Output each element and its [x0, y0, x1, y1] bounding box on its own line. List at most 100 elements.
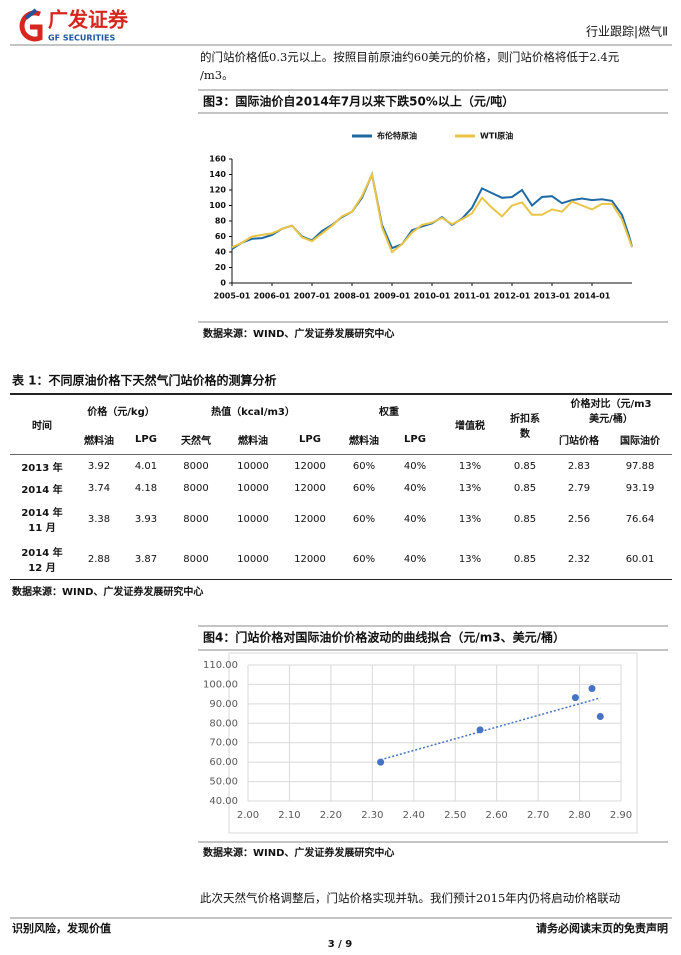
table-cell: 97.88 [625, 460, 655, 472]
logo-subtext: GF SECURITIES [48, 34, 115, 43]
y-tick-label: 100 [209, 201, 226, 210]
x-tick-label: 2008-01 [334, 292, 371, 301]
table-cell: 12000 [294, 482, 326, 494]
section-label: 行业跟踪|燃气Ⅱ [586, 24, 668, 39]
y-tick-label: 20 [215, 263, 227, 272]
paragraph-line: 此次天然气价格调整后，门站价格实现并轨。我们预计2015年内仍将启动价格联动 [200, 891, 620, 905]
table-cell: 0.85 [513, 482, 537, 494]
header-cell: 价格（元/kg） [87, 406, 155, 418]
figure-title: 图3：国际油价自2014年7月以来下跌50%以上（元/吨） [203, 94, 514, 109]
table-cell: 2.88 [87, 553, 111, 565]
x-tick-label: 2005-01 [214, 292, 251, 301]
table-cell: 93.19 [625, 482, 655, 494]
subheader-cell: 燃料油 [84, 436, 114, 447]
series-line [231, 171, 633, 254]
table-cell: 2.79 [567, 482, 591, 494]
table-cell: 10000 [237, 460, 269, 472]
y-tick-label: 60.00 [209, 757, 238, 768]
header-cell: 时间 [32, 421, 52, 432]
table-cell: 10000 [237, 482, 269, 494]
x-tick-label: 2011-01 [454, 292, 491, 301]
table-cell: 12000 [294, 460, 326, 472]
header-cell: 增值税 [455, 421, 485, 432]
table-cell: 0.85 [513, 513, 537, 525]
table-cell: 40% [403, 553, 427, 565]
footer-left: 识别风险，发现价值 [12, 921, 111, 935]
x-tick-label: 2.10 [278, 810, 300, 821]
footer-right: 请务必阅读末页的免责声明 [536, 921, 668, 935]
logo-mark [19, 10, 43, 42]
legend-label: 布伦特原油 [376, 131, 417, 141]
table-cell: 3.87 [134, 553, 158, 565]
page-number: 3 / 9 [328, 939, 353, 950]
table-cell: 0.85 [513, 460, 537, 472]
time-cell: 2014 年 12 月 [21, 548, 63, 574]
series-line [231, 171, 633, 250]
subheader-cell: 燃料油 [349, 436, 379, 447]
y-tick-label: 0 [220, 279, 226, 288]
table-title: 表 1：不同原油价格下天然气门站价格的测算分析 [11, 373, 277, 388]
table-row: 2014 年 12 月 2.88 3.87 8000 10000 12000 60% 40% 1… [10, 539, 672, 580]
table-cell: 60% [352, 513, 376, 525]
table-cell: 13% [458, 553, 482, 565]
x-tick-label: 2.40 [403, 810, 425, 821]
y-tick-label: 80 [215, 217, 227, 226]
data-table: 时间 价格（元/kg） 热值（kcal/m3） 权重 增值税 折扣系数 价格对比（元/m3 … [10, 393, 673, 580]
table-cell: 3.93 [134, 513, 158, 525]
figure-source: 数据来源：WIND、广发证券发展研究中心 [203, 846, 394, 859]
header-row: 燃料油 LPG 天然气 燃料油 LPG 燃料油 LPG 门站价格 国际油价 [10, 425, 672, 455]
table-cell: 8000 [183, 553, 209, 565]
table-source: 数据来源：WIND、广发证券发展研究中心 [12, 585, 203, 598]
chart-frame [228, 652, 638, 834]
scatter-point [588, 685, 596, 693]
y-tick-label: 60 [215, 232, 227, 241]
scatter-point [571, 694, 579, 702]
x-tick-label: 2006-01 [254, 292, 291, 301]
table-cell: 10000 [237, 553, 269, 565]
x-tick-label: 2.50 [444, 810, 466, 821]
paragraph-line: 的门站价格低0.3元以上。按照目前原油约60美元的价格，则门站价格将低于2.4元 [200, 50, 620, 64]
scatter-point [377, 758, 385, 766]
table-cell: 10000 [237, 513, 269, 525]
table-cell: 13% [458, 460, 482, 472]
table-cell: 3.74 [87, 482, 111, 494]
y-tick-label: 40.00 [209, 796, 238, 807]
y-tick-label: 90.00 [209, 699, 238, 710]
table-cell: 2.56 [567, 513, 591, 525]
table-cell: 13% [458, 513, 482, 525]
figure-source: 数据来源：WIND、广发证券发展研究中心 [203, 327, 394, 340]
logo-text: 广发证券 [48, 8, 129, 32]
x-tick-label: 2.80 [568, 810, 590, 821]
y-tick-label: 100.00 [203, 679, 238, 690]
table-cell: 40% [403, 460, 427, 472]
x-tick-label: 2.30 [361, 810, 383, 821]
logo-mark [24, 8, 38, 20]
x-tick-label: 2.70 [527, 810, 549, 821]
x-tick-label: 2.90 [610, 810, 632, 821]
legend-label: WTI原油 [480, 131, 513, 141]
subheader-cell: 燃料油 [238, 436, 268, 447]
x-tick-label: 2009-01 [374, 292, 411, 301]
y-tick-label: 50.00 [209, 777, 238, 788]
table-cell: 12000 [294, 553, 326, 565]
x-tick-label: 2013-01 [534, 292, 571, 301]
figure-title: 图4：门站价格对国际油价价格波动的曲线拟合（元/m3、美元/桶） [203, 630, 565, 645]
y-tick-label: 160 [209, 155, 226, 164]
y-tick-label: 140 [209, 170, 226, 179]
x-tick-label: 2012-01 [494, 292, 531, 301]
header-cell: 权重 [379, 406, 399, 418]
table-head: 时间 价格（元/kg） 热值（kcal/m3） 权重 增值税 折扣系数 价格对比（元/m3 … [10, 394, 673, 455]
table-cell: 60% [352, 482, 376, 494]
header-cell: 折扣系数 [510, 413, 540, 440]
x-tick-label: 2010-01 [414, 292, 451, 301]
y-tick-label: 110.00 [203, 660, 238, 671]
subheader-cell: 国际油价 [620, 436, 660, 447]
subheader-cell: 天然气 [181, 436, 211, 447]
y-tick-label: 40 [215, 248, 227, 257]
table-cell: 60.01 [625, 553, 655, 565]
table-cell: 2.83 [567, 460, 591, 472]
table-cell: 60% [352, 553, 376, 565]
y-tick-label: 120 [209, 186, 226, 195]
